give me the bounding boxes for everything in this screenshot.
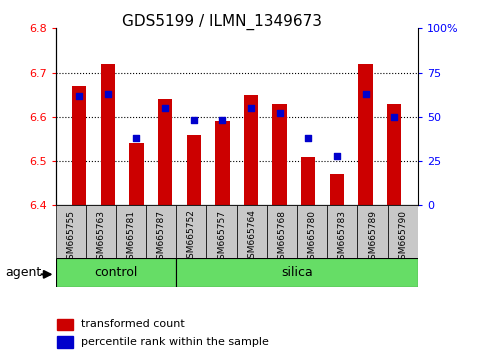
Point (390, 114, 398, 120)
Bar (358, 64, 373, 205)
Bar (176, 258, 418, 287)
Bar (129, 143, 143, 205)
Text: GSM665783: GSM665783 (338, 210, 347, 264)
Point (276, 110, 284, 116)
Bar (158, 99, 172, 205)
Text: GSM665755: GSM665755 (66, 210, 75, 264)
Bar (56, 205, 86, 258)
Text: GSM665787: GSM665787 (156, 210, 166, 264)
Text: percentile rank within the sample: percentile rank within the sample (81, 337, 269, 347)
Bar (176, 205, 207, 258)
Point (218, 118, 226, 123)
Point (247, 105, 255, 111)
Bar (297, 205, 327, 258)
Bar (244, 95, 258, 205)
Text: GSM665780: GSM665780 (308, 210, 317, 264)
Point (161, 105, 169, 111)
Point (190, 118, 198, 123)
Text: GSM665768: GSM665768 (277, 210, 286, 264)
Bar (272, 104, 287, 205)
Text: GDS5199 / ILMN_1349673: GDS5199 / ILMN_1349673 (122, 14, 322, 30)
Point (75, 93, 83, 98)
Bar (215, 121, 229, 205)
Text: GSM665790: GSM665790 (398, 210, 407, 264)
Bar (267, 205, 297, 258)
Bar (387, 104, 401, 205)
Text: silica: silica (281, 266, 313, 279)
Bar (57, 319, 73, 330)
Text: control: control (94, 266, 138, 279)
Bar (146, 205, 176, 258)
Bar (116, 205, 146, 258)
Bar (186, 135, 201, 205)
Text: GSM665763: GSM665763 (96, 210, 105, 264)
Text: GSM665789: GSM665789 (368, 210, 377, 264)
Point (362, 91, 369, 97)
Bar (388, 205, 418, 258)
Bar (100, 64, 115, 205)
Point (304, 135, 312, 141)
Point (333, 153, 341, 159)
Text: GSM665781: GSM665781 (127, 210, 136, 264)
Bar (86, 205, 116, 258)
Bar (237, 205, 267, 258)
Text: GSM665752: GSM665752 (187, 210, 196, 264)
Bar (301, 157, 315, 205)
Text: GSM665764: GSM665764 (247, 210, 256, 264)
Point (132, 135, 140, 141)
Bar (56, 258, 176, 287)
Bar (357, 205, 388, 258)
Bar (72, 86, 86, 205)
Bar (207, 205, 237, 258)
Bar (330, 175, 344, 205)
Bar (327, 205, 357, 258)
Text: agent: agent (5, 266, 41, 279)
Text: transformed count: transformed count (81, 319, 185, 329)
Text: GSM665757: GSM665757 (217, 210, 226, 264)
Point (104, 91, 112, 97)
Bar (57, 336, 73, 348)
